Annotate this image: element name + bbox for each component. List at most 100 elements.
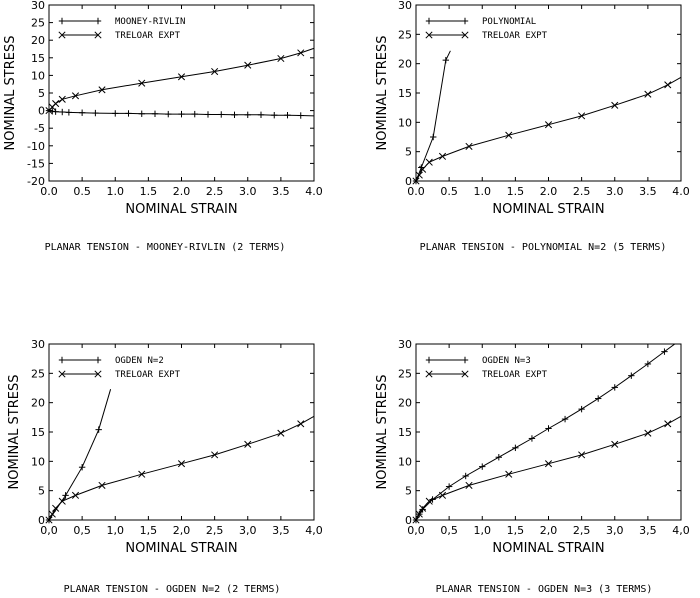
y-tick-label: 25	[31, 17, 45, 30]
data-point	[438, 152, 447, 160]
x-tick-label: 3,5	[272, 524, 290, 537]
y-tick-label: 20	[398, 397, 412, 410]
legend-marker	[461, 370, 469, 378]
data-point	[578, 405, 585, 413]
data-point	[58, 95, 66, 103]
x-tick-label: 2,0	[173, 524, 191, 537]
series-plus-1	[412, 344, 676, 524]
x-tick-label: 1.5	[140, 185, 158, 198]
y-tick-label: 20	[398, 58, 412, 71]
y-tick-label: -20	[27, 175, 45, 188]
x-tick-label: 2,5	[206, 524, 224, 537]
data-point	[611, 440, 619, 448]
y-tick-label: 0	[405, 514, 412, 527]
data-point	[425, 497, 433, 505]
legend-label: OGDEN N=2	[115, 356, 164, 366]
legend-entry: TRELOAR EXPT	[425, 370, 548, 380]
series-plus-1	[45, 389, 112, 524]
data-point	[78, 464, 86, 471]
data-point	[177, 460, 186, 468]
legend-entry: TRELOAR EXPT	[58, 31, 181, 41]
data-point	[271, 111, 278, 119]
x-tick-label: 0.0	[40, 185, 58, 198]
data-point	[52, 108, 59, 115]
legend-marker	[94, 31, 102, 39]
y-tick-label: -10	[27, 140, 45, 153]
chart-caption: PLANAR TENSION - OGDEN N=2 (2 TERMS)	[64, 584, 281, 595]
legend-marker	[425, 17, 433, 25]
y-tick-label: 30	[398, 0, 412, 12]
x-tick-label: 4,0	[305, 524, 323, 537]
legend-marker	[94, 17, 102, 25]
legend-label: TRELOAR EXPT	[115, 31, 181, 41]
series-cross-2	[45, 47, 314, 115]
data-point	[297, 49, 305, 57]
series-line	[416, 76, 681, 181]
chart-panel-4: 0 5 10 15 20 25 30 0,0 0,5 1,0 1,5 2,0 2,5 3,0 3,5 4,0 N…	[375, 338, 690, 595]
x-tick-label: 3.5	[272, 185, 290, 198]
y-tick-label: 15	[31, 52, 45, 65]
y-tick-label: 15	[31, 426, 45, 439]
y-tick-label: -5	[34, 122, 45, 135]
data-point	[98, 86, 106, 94]
x-tick-label: 1.5	[507, 185, 525, 198]
data-point	[65, 109, 73, 116]
y-tick-label: 5	[405, 146, 412, 159]
y-tick-label: 20	[31, 397, 45, 410]
data-point	[664, 420, 672, 428]
data-point	[78, 109, 86, 116]
y-tick-label: 10	[31, 455, 45, 468]
data-point	[415, 171, 423, 179]
series-line	[416, 50, 451, 181]
y-axis-label: NOMINAL STRESS	[7, 375, 22, 490]
x-axis-label: NOMINAL STRAIN	[492, 202, 604, 217]
x-tick-label: 2.0	[540, 185, 558, 198]
data-point	[297, 420, 305, 428]
x-tick-label: 2,0	[540, 524, 558, 537]
data-point	[512, 444, 519, 452]
data-point	[191, 110, 198, 118]
x-tick-label: 0,5	[73, 524, 91, 537]
legend-marker	[461, 356, 469, 364]
data-point	[58, 497, 66, 505]
data-point	[71, 491, 80, 499]
data-point	[244, 111, 251, 119]
data-point	[138, 470, 146, 478]
data-point	[479, 463, 486, 470]
y-axis-label: NOMINAL STRESS	[375, 36, 390, 151]
x-tick-label: 3,5	[639, 524, 657, 537]
data-point	[177, 73, 186, 81]
x-tick-label: 4.0	[305, 185, 323, 198]
x-tick-label: 0.5	[73, 185, 91, 198]
data-point	[95, 426, 102, 433]
legend-entry: TRELOAR EXPT	[425, 31, 548, 41]
data-point	[628, 372, 635, 379]
x-tick-label: 0,0	[40, 524, 58, 537]
y-tick-label: 5	[38, 87, 45, 100]
data-point	[594, 395, 602, 402]
data-point	[419, 506, 426, 513]
y-tick-label: 0	[405, 175, 412, 188]
data-point	[430, 133, 437, 141]
data-point	[257, 111, 265, 119]
legend-entry: OGDEN N=3	[425, 356, 531, 366]
legend-entry: MOONEY-RIVLIN	[58, 17, 185, 27]
legend-marker	[58, 31, 66, 39]
data-point	[465, 481, 473, 489]
data-point	[52, 100, 60, 108]
data-point	[442, 56, 450, 64]
data-point	[578, 451, 586, 459]
y-tick-label: 25	[398, 367, 412, 380]
y-tick-label: 15	[398, 426, 412, 439]
x-tick-label: 1,5	[140, 524, 158, 537]
x-tick-label: 4.0	[672, 185, 690, 198]
legend-label: TRELOAR EXPT	[482, 370, 548, 380]
data-point	[59, 108, 66, 116]
plot-frame	[415, 4, 682, 182]
x-tick-label: 2.0	[173, 185, 191, 198]
chart-panel-2: 0 5 10 15 20 25 30 0.0 0.5 1.0 1.5 2.0 2.5 3.0 3.5 4.0 N…	[375, 0, 690, 253]
y-tick-label: 0	[38, 514, 45, 527]
chart-panel-3: 0 5 10 15 20 25 30 0,0 0,5 1,0 1,5 2,0 2,5 3,0 3,5 4,0 N…	[7, 338, 323, 595]
series-line	[49, 389, 112, 520]
